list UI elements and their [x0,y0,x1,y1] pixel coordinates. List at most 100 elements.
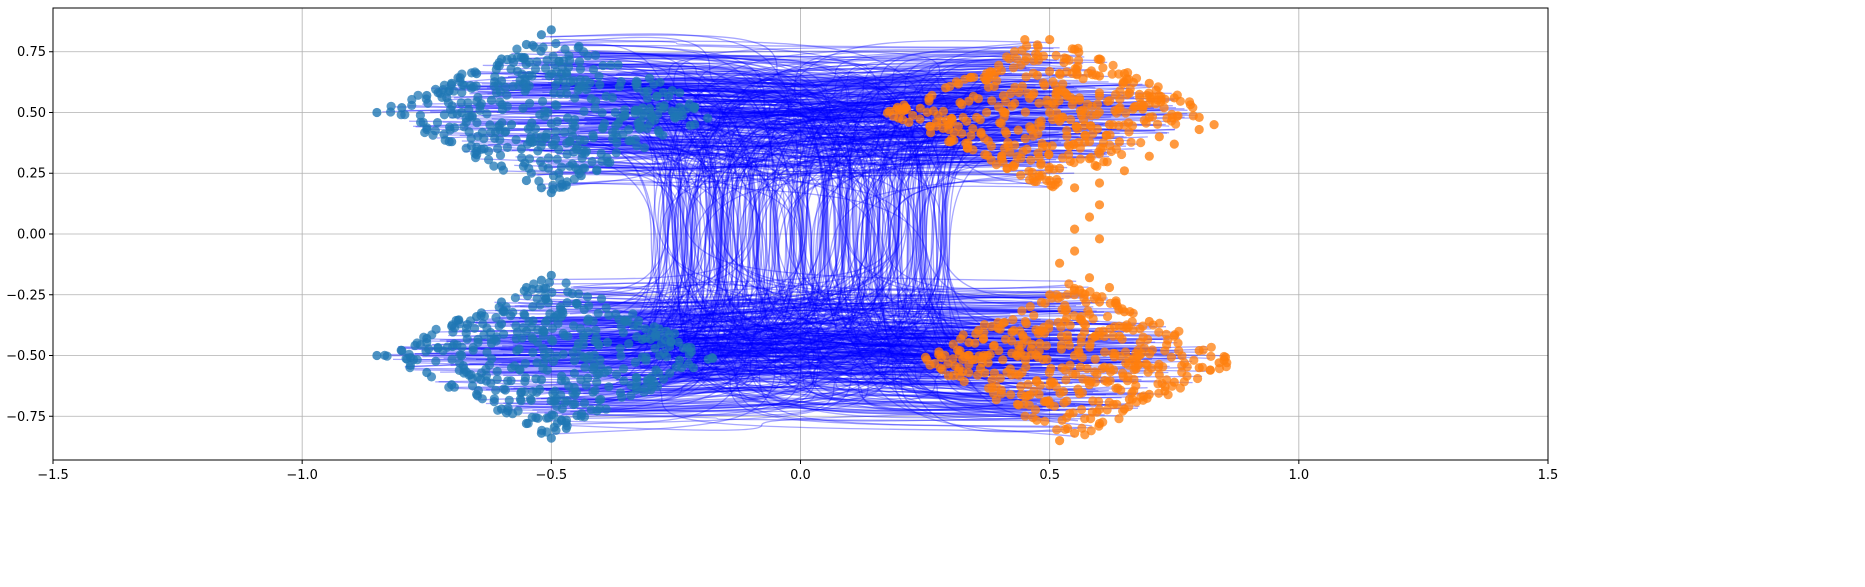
blue-point [583,314,593,324]
blue-point [583,326,593,337]
blue-point [575,75,585,85]
trajectory-line [690,107,1055,402]
trajectory-line [392,139,1005,362]
trajectory-line [495,316,1044,418]
blue-point [536,275,547,285]
blue-point [461,117,471,127]
blue-point [590,50,601,61]
trajectory-line [595,335,1049,387]
trajectory-line [463,148,988,356]
orange-point [1104,282,1115,293]
blue-point [495,135,505,145]
blue-point [598,60,608,71]
trajectory-line [644,71,1049,115]
blue-point [542,55,552,65]
orange-point [908,110,918,120]
trajectory-line [521,62,1138,348]
orange-point [1119,307,1129,317]
orange-point [1070,64,1080,74]
orange-point [1177,361,1187,371]
blue-point [485,120,495,130]
orange-point [1154,132,1164,142]
blue-point [613,60,623,70]
orange-point [1094,71,1105,81]
trajectory-line [552,294,1086,435]
orange-point [1115,86,1125,96]
orange-point [1065,320,1075,330]
trajectory-line [543,150,994,340]
blue-point [573,338,584,349]
trajectory-line [638,120,1094,348]
trajectory-line [633,84,967,145]
trajectory-line [573,90,1063,290]
trajectory-line [608,81,1057,93]
trajectory-line [481,99,1175,377]
trajectory-line [540,350,1129,394]
orange-point [1137,101,1147,111]
orange-point [1114,331,1124,341]
blue-point [518,103,528,113]
orange-point [1124,394,1134,404]
trajectory-line [450,68,1070,333]
blue-point [544,348,554,358]
orange-point [1100,375,1110,386]
blue-point [561,180,571,190]
trajectory-line [519,107,1060,185]
trajectory-line [609,336,1008,402]
x-tick-label: −0.5 [536,468,568,483]
blue-point [540,63,551,73]
trajectory-line [573,82,1065,401]
trajectory-line [391,354,1109,397]
orange-point [1040,416,1050,426]
trajectory-line [616,85,1104,139]
orange-point [1017,81,1027,91]
trajectory-line [579,163,1052,346]
trajectory-line [458,178,1064,336]
orange-point [1074,389,1084,399]
orange-point [1177,351,1187,361]
blue-point [675,102,685,112]
trajectory-line [511,52,1047,349]
trajectory-line [484,100,1023,336]
trajectory-line [549,145,1049,281]
blue-point [546,433,556,443]
trajectory-line [537,170,1109,306]
orange-point [1194,363,1204,373]
blue-point [546,396,556,406]
blue-point [491,385,501,395]
orange-point [980,150,990,160]
trajectory-line [484,54,1083,315]
trajectory-line [563,62,1043,421]
trajectory-line [565,144,1065,418]
orange-point [1114,321,1124,331]
trajectory-line [471,337,1138,397]
trajectory-line [570,337,1028,413]
trajectory-line [536,126,919,402]
trajectory-line [497,305,982,344]
orange-point [1029,310,1039,321]
trajectory-line [523,95,980,348]
blue-point [547,323,558,333]
blue-point [619,376,629,386]
trajectory-line [473,72,1024,101]
blue-point [407,100,417,110]
blue-point [582,292,593,302]
blue-point [459,368,469,378]
trajectory-line [485,143,1124,370]
orange-point [1084,273,1095,283]
blue-point [611,148,621,158]
trajectory-line [416,110,1107,316]
trajectory-line [491,118,961,376]
orange-point [1034,346,1044,356]
blue-point [587,157,597,167]
orange-point [1025,302,1035,312]
trajectory-line [532,122,974,339]
trajectory-line [561,391,1106,416]
trajectory-line [626,76,960,367]
trajectory-line [658,99,990,366]
orange-point [1131,381,1141,391]
trajectory-line [491,97,945,341]
blue-point [533,413,543,423]
blue-point [595,80,605,90]
trajectory-line [556,358,1132,389]
